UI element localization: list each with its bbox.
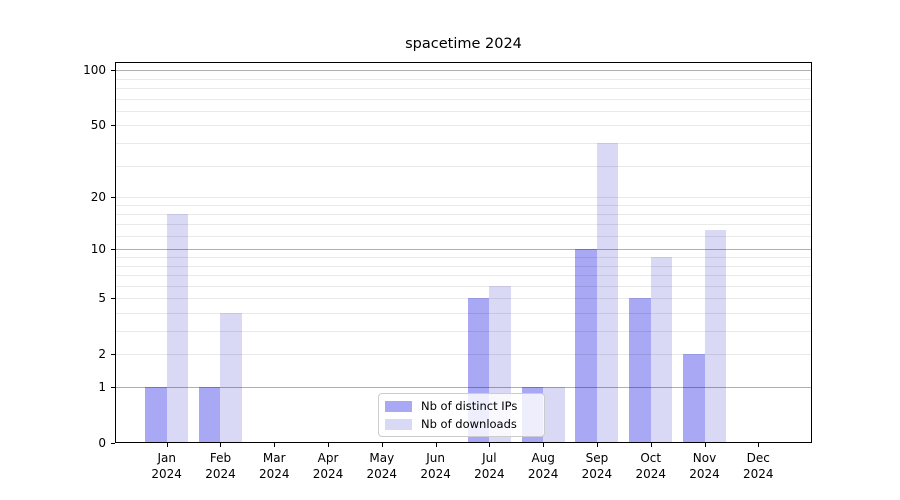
x-tick-year-jan: 2024 xyxy=(151,467,182,481)
y-tick-0 xyxy=(111,443,115,444)
legend-label-distinct-ips: Nb of distinct IPs xyxy=(421,399,518,413)
gridline-minor-5 xyxy=(116,298,811,300)
x-tick-year-apr: 2024 xyxy=(312,467,344,481)
x-tick-label-jan: Jan xyxy=(157,451,176,465)
bar-distinct-ips-feb xyxy=(198,387,221,443)
x-tick-oct xyxy=(650,443,652,447)
x-tick-sep xyxy=(596,443,598,447)
x-tick-jun xyxy=(435,443,437,447)
x-tick-year-aug: 2024 xyxy=(527,467,559,481)
y-tick-label-20: 20 xyxy=(90,190,106,205)
x-tick-year-jul: 2024 xyxy=(474,467,505,481)
x-tick-dec xyxy=(758,443,760,447)
x-tick-label-sep: Sep xyxy=(585,451,609,465)
x-tick-mar xyxy=(274,443,276,447)
x-tick-year-jun: 2024 xyxy=(420,467,451,481)
legend-label-downloads: Nb of downloads xyxy=(421,417,517,431)
x-tick-year-nov: 2024 xyxy=(689,467,720,481)
gridline-minor-70 xyxy=(116,98,811,100)
y-tick-50 xyxy=(111,125,115,127)
gridline-minor-6 xyxy=(116,285,811,287)
y-tick-100 xyxy=(111,70,115,72)
y-tick-1 xyxy=(111,387,115,388)
gridline-minor-4 xyxy=(116,312,811,314)
legend-item-distinct-ips: Nb of distinct IPs xyxy=(385,397,538,415)
y-tick-label-100: 100 xyxy=(83,63,106,78)
x-tick-aug xyxy=(543,443,545,447)
x-tick-label-jul: Jul xyxy=(482,451,497,465)
y-tick-label-5: 5 xyxy=(98,291,106,306)
x-tick-label-nov: Nov xyxy=(692,451,717,465)
legend-swatch-distinct-ips xyxy=(385,400,412,412)
x-tick-label-may: May xyxy=(369,451,395,465)
bar-downloads-oct xyxy=(650,257,673,443)
gridline-minor-8 xyxy=(116,265,811,267)
bar-distinct-ips-nov xyxy=(683,354,705,443)
bar-downloads-sep xyxy=(596,143,619,443)
y-tick-20 xyxy=(111,197,115,199)
chart-title: spacetime 2024 xyxy=(405,36,522,52)
bar-downloads-nov xyxy=(704,229,726,443)
legend-item-downloads: Nb of downloads xyxy=(385,415,538,433)
x-tick-year-sep: 2024 xyxy=(581,467,613,481)
y-tick-5 xyxy=(111,298,115,300)
y-tick-2 xyxy=(111,354,115,356)
gridline-minor-50 xyxy=(116,125,811,127)
gridline-major-100 xyxy=(116,70,811,72)
gridline-minor-14 xyxy=(116,224,811,226)
gridline-minor-20 xyxy=(116,197,811,199)
bar-distinct-ips-oct xyxy=(629,298,651,443)
bar-distinct-ips-jan xyxy=(145,387,167,443)
gridline-major-1 xyxy=(116,387,811,388)
bar-downloads-jan xyxy=(166,214,189,443)
bar-downloads-aug xyxy=(543,387,565,443)
x-tick-jul xyxy=(489,443,491,447)
gridline-minor-7 xyxy=(116,275,811,277)
y-tick-label-1: 1 xyxy=(98,380,106,394)
gridline-minor-90 xyxy=(116,78,811,80)
x-tick-may xyxy=(381,443,383,447)
x-tick-feb xyxy=(220,443,222,447)
x-tick-year-mar: 2024 xyxy=(258,467,290,481)
x-tick-nov xyxy=(704,443,706,447)
bar-distinct-ips-sep xyxy=(575,249,597,443)
bar-downloads-feb xyxy=(220,312,242,443)
x-tick-label-mar: Mar xyxy=(262,451,286,465)
x-tick-label-jun: Jun xyxy=(426,451,445,465)
gridline-minor-9 xyxy=(116,257,811,258)
gridline-minor-80 xyxy=(116,88,811,90)
y-tick-label-0: 0 xyxy=(98,436,106,450)
x-tick-year-oct: 2024 xyxy=(635,467,666,481)
x-tick-jan xyxy=(166,443,168,447)
x-tick-year-feb: 2024 xyxy=(205,467,236,481)
x-tick-label-oct: Oct xyxy=(640,451,662,465)
x-tick-label-feb: Feb xyxy=(209,451,232,465)
legend: Nb of distinct IPs Nb of downloads xyxy=(378,393,545,437)
gridline-minor-16 xyxy=(116,214,811,216)
y-tick-label-50: 50 xyxy=(90,118,106,133)
x-tick-apr xyxy=(328,443,330,447)
y-tick-label-10: 10 xyxy=(90,242,106,257)
x-tick-year-may: 2024 xyxy=(366,467,398,481)
gridline-minor-2 xyxy=(116,354,811,356)
gridline-minor-18 xyxy=(116,205,811,207)
x-tick-label-aug: Aug xyxy=(531,451,555,465)
x-tick-year-dec: 2024 xyxy=(742,467,774,481)
x-tick-label-apr: Apr xyxy=(317,451,339,465)
x-tick-label-dec: Dec xyxy=(746,451,770,465)
y-tick-10 xyxy=(111,249,115,251)
gridline-minor-30 xyxy=(116,165,811,167)
gridline-minor-40 xyxy=(116,143,811,145)
gridline-minor-12 xyxy=(116,235,811,237)
y-tick-label-2: 2 xyxy=(98,347,106,362)
legend-swatch-downloads xyxy=(385,418,412,430)
gridline-major-10 xyxy=(116,249,811,251)
gridline-minor-60 xyxy=(116,110,811,112)
gridline-minor-3 xyxy=(116,331,811,333)
